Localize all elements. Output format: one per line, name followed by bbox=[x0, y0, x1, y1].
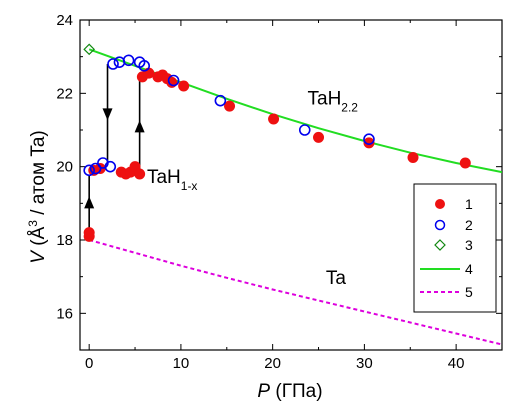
x-axis-title-unit: (ГПа) bbox=[270, 381, 322, 402]
legend-item-5: 5 bbox=[420, 284, 473, 300]
series-1-point bbox=[224, 100, 236, 112]
legend: 1 2 3 4 5 bbox=[413, 183, 497, 313]
annotation-tah1x: TaH1-x bbox=[147, 167, 197, 193]
x-axis-title: P (ГПа) bbox=[257, 381, 322, 402]
annotation-ta: Ta bbox=[326, 268, 347, 289]
legend-item-4: 4 bbox=[420, 261, 473, 277]
series-2-point bbox=[298, 124, 311, 136]
series-2-point bbox=[363, 133, 375, 145]
series-3-point bbox=[83, 43, 96, 56]
legend-marker-filled-circle bbox=[435, 199, 445, 209]
series-2-point bbox=[107, 58, 119, 70]
annotation-tah1x-sub: 1-x bbox=[181, 179, 198, 193]
y-tick-label: 22 bbox=[56, 85, 73, 102]
series-1-point bbox=[178, 80, 190, 92]
y-tick-label: 18 bbox=[56, 232, 73, 249]
series-2-point bbox=[138, 60, 151, 72]
series-4-line bbox=[88, 48, 502, 174]
annotation-tah22-main: TaH bbox=[308, 88, 342, 109]
series-2-point bbox=[104, 160, 117, 173]
plot-area bbox=[83, 43, 502, 346]
series-1-point bbox=[407, 152, 419, 163]
legend-label-5: 5 bbox=[465, 284, 473, 300]
arrow-1-head bbox=[102, 108, 113, 121]
annotation-tah22: TaH2.2 bbox=[308, 88, 359, 114]
legend-item-3: 3 bbox=[434, 237, 473, 253]
y-tick-label: 24 bbox=[56, 12, 73, 29]
series-2-point bbox=[89, 162, 102, 175]
annotation-tah1x-main: TaH bbox=[147, 167, 181, 188]
legend-marker-open-diamond bbox=[434, 239, 446, 251]
series-1-point bbox=[134, 168, 146, 180]
series-2-point bbox=[167, 74, 180, 87]
series-2-point bbox=[83, 164, 95, 177]
legend-label-1: 1 bbox=[465, 196, 473, 212]
series-2-point bbox=[122, 54, 135, 67]
arrow-0-head bbox=[84, 196, 95, 209]
x-axis-title-symbol: P bbox=[257, 381, 270, 402]
legend-label-2: 2 bbox=[465, 217, 473, 233]
y-axis-title-rest: / атом Ta) bbox=[28, 130, 49, 220]
legend-label-3: 3 bbox=[465, 237, 473, 253]
y-axis-title-symbol: V bbox=[28, 249, 49, 264]
y-tick-label: 16 bbox=[56, 305, 73, 322]
annotation-ta-main: Ta bbox=[326, 268, 347, 289]
series-2-point bbox=[214, 94, 227, 107]
x-tick-label: 0 bbox=[85, 355, 93, 372]
y-axis-title: V (Å3 / атом Ta) bbox=[26, 130, 49, 263]
legend-item-2: 2 bbox=[434, 217, 473, 233]
x-tick-label: 40 bbox=[448, 355, 465, 372]
series-1-point bbox=[313, 131, 325, 143]
series-5-line bbox=[88, 239, 502, 346]
legend-item-1: 1 bbox=[435, 196, 473, 212]
y-axis-title-open: (Å bbox=[28, 226, 49, 251]
series-1-point bbox=[363, 137, 375, 149]
x-tick-label: 10 bbox=[173, 355, 190, 372]
y-tick-label: 20 bbox=[56, 159, 73, 176]
arrow-2-head bbox=[134, 120, 145, 133]
x-tick-label: 30 bbox=[356, 355, 373, 372]
plot-frame bbox=[79, 19, 503, 351]
series-1-point bbox=[459, 157, 471, 169]
annotation-tah22-sub: 2.2 bbox=[341, 100, 358, 114]
series-1-point bbox=[83, 227, 95, 239]
series-1-point bbox=[166, 76, 178, 88]
y-axis-title-sup: 3 bbox=[26, 220, 40, 227]
x-tick-label: 20 bbox=[264, 355, 281, 372]
legend-label-4: 4 bbox=[465, 261, 473, 277]
legend-marker-open-circle bbox=[434, 219, 446, 231]
legend-box bbox=[413, 183, 497, 313]
series-1-point bbox=[268, 113, 280, 125]
